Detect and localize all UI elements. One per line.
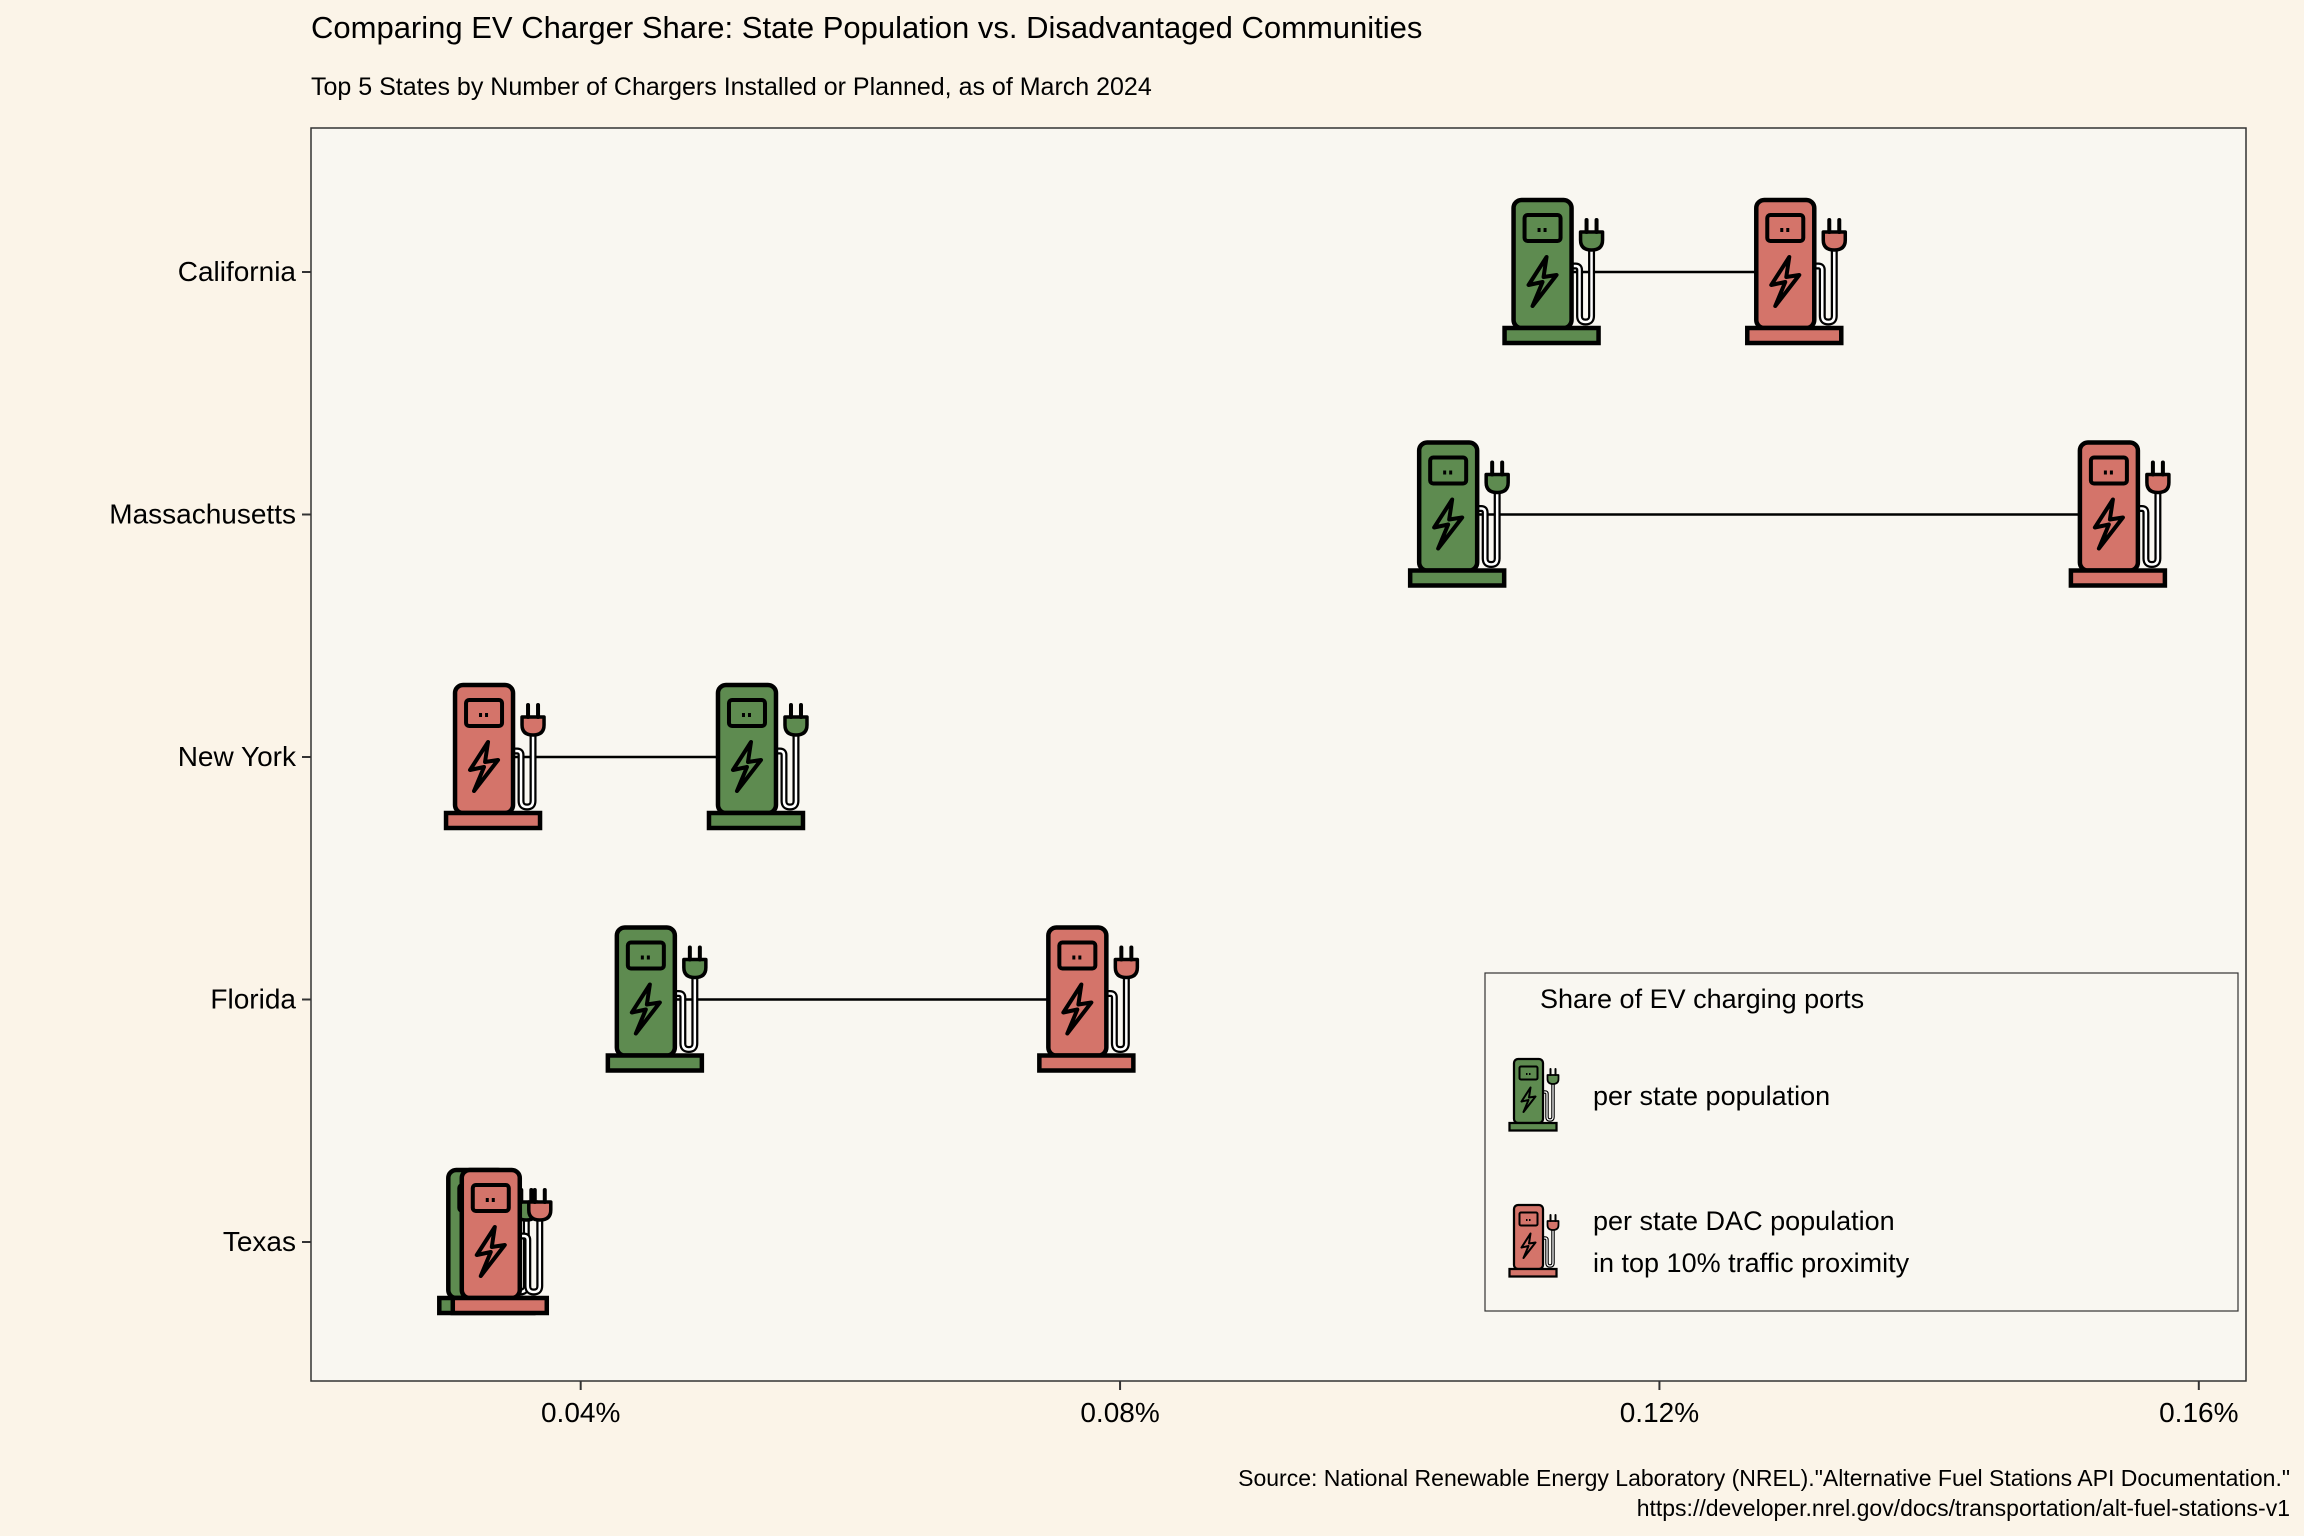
y-tick-label-florida: Florida (210, 984, 296, 1015)
y-tick-label-texas: Texas (223, 1226, 296, 1257)
y-tick-label-california: California (178, 256, 297, 287)
legend-label-1-0: per state DAC population (1593, 1206, 1895, 1236)
legend-label-0-0: per state population (1593, 1081, 1830, 1111)
y-tick-label-massachusetts: Massachusetts (109, 499, 296, 530)
x-tick-label-0: 0.04% (541, 1397, 620, 1428)
y-tick-label-new-york: New York (178, 741, 297, 772)
x-tick-label-2: 0.12% (1620, 1397, 1699, 1428)
x-axis: 0.04% 0.08% 0.12% 0.16% (541, 1381, 2239, 1428)
y-axis: California Massachusetts New York Florida Te… (109, 256, 311, 1257)
source-caption-line-2: https://developer.nrel.gov/docs/transpor… (1637, 1495, 2290, 1521)
chart-title: Comparing EV Charger Share: State Popula… (311, 10, 1422, 45)
legend-label-1-1: in top 10% traffic proximity (1593, 1248, 1910, 1278)
legend-item-1: per state DAC population in top 10% traff… (1507, 1203, 1910, 1279)
legend: Share of EV charging ports per state pop… (1484, 972, 2239, 1312)
source-caption-line-1: Source: National Renewable Energy Labora… (1238, 1465, 2290, 1491)
x-tick-label-1: 0.08% (1080, 1397, 1159, 1428)
legend-box (1484, 972, 2239, 1312)
chart-subtitle: Top 5 States by Number of Chargers Insta… (311, 73, 1152, 101)
legend-title: Share of EV charging ports (1540, 984, 1864, 1014)
x-tick-label-3: 0.16% (2159, 1397, 2238, 1428)
legend-item-0: per state population (1507, 1057, 1830, 1133)
